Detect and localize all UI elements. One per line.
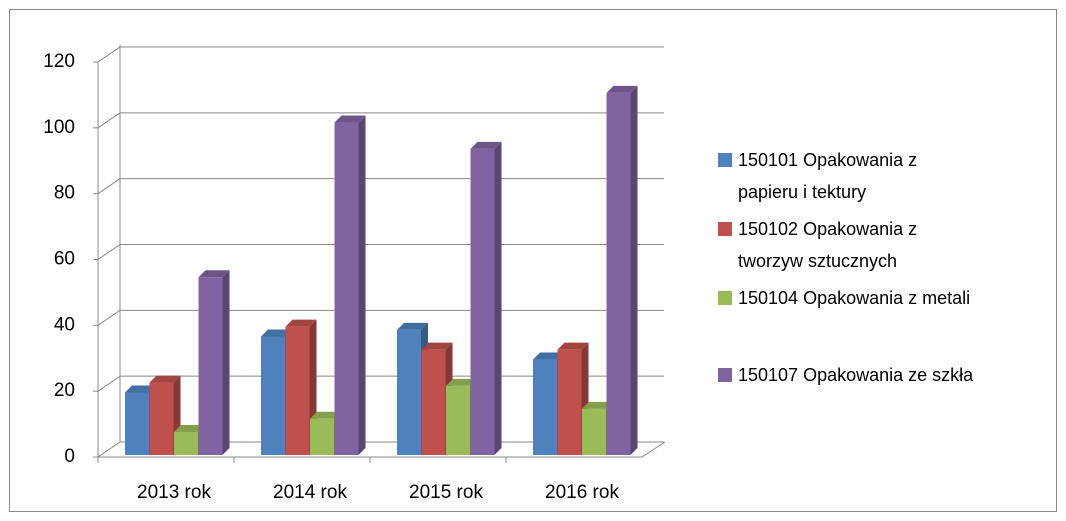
- bar: [285, 319, 317, 455]
- bar: [149, 375, 181, 455]
- bar-top: [533, 352, 564, 360]
- legend-swatch: [718, 153, 732, 167]
- legend-entry: 150107 Opakowania ze szkła: [718, 359, 977, 391]
- x-tick-label: 2014 rok: [273, 482, 347, 503]
- legend-entry: 150104 Opakowania z metali: [718, 282, 977, 314]
- bar-front: [582, 408, 606, 455]
- bar-front: [174, 431, 198, 455]
- bar-front: [198, 277, 223, 455]
- grid-line: [97, 112, 664, 129]
- bar-side: [358, 115, 366, 456]
- bar-top: [582, 401, 613, 409]
- legend-label: 150101 Opakowania z papieru i tektury: [738, 150, 918, 202]
- legend-entry: 150101 Opakowania z papieru i tektury: [718, 144, 977, 208]
- bar: [606, 85, 638, 456]
- bar-top: [149, 375, 181, 383]
- bar-top: [198, 270, 230, 278]
- y-tick-label: 60: [54, 249, 75, 270]
- bar-top: [470, 141, 502, 149]
- bar-top: [125, 385, 156, 393]
- bar-front: [149, 382, 174, 455]
- y-tick-label: 20: [54, 380, 75, 401]
- bar: [334, 115, 366, 456]
- y-tick-label: 40: [54, 314, 75, 335]
- bar-top: [421, 342, 453, 350]
- bar-top: [606, 85, 638, 93]
- bar-front: [606, 92, 631, 456]
- legend-swatch: [718, 291, 732, 305]
- bar-front: [125, 392, 149, 455]
- x-tick-label: 2013 rok: [137, 482, 211, 503]
- y-tick-label: 80: [54, 183, 75, 204]
- legend-label: 150107 Opakowania ze szkła: [738, 365, 974, 385]
- bar-top: [334, 115, 366, 123]
- bar-front: [310, 418, 334, 455]
- bar: [470, 141, 502, 455]
- bar: [198, 270, 230, 455]
- bar-front: [446, 385, 470, 455]
- bar-top: [557, 342, 589, 350]
- y-tick-label: 0: [64, 446, 75, 467]
- bar-top: [446, 378, 477, 386]
- y-tick-label: 100: [43, 117, 75, 138]
- bar-side: [630, 85, 638, 456]
- bar-front: [470, 148, 495, 455]
- legend-label: 150104 Opakowania z metali: [738, 288, 971, 308]
- bar-front: [261, 336, 285, 455]
- y-tick-label: 120: [43, 51, 75, 72]
- legend-label: 150102 Opakowania z tworzyw sztucznych: [738, 219, 918, 271]
- bar-front: [421, 349, 446, 455]
- x-tick-label: 2016 rok: [545, 482, 619, 503]
- legend-swatch: [718, 368, 732, 382]
- legend-swatch: [718, 222, 732, 236]
- bar-top: [174, 424, 205, 432]
- bar-side: [222, 270, 230, 455]
- x-tick-label: 2015 rok: [409, 482, 483, 503]
- bar-top: [285, 319, 317, 327]
- bar-front: [397, 329, 421, 455]
- bar-top: [261, 329, 292, 337]
- bar-front: [285, 326, 310, 455]
- floor: [98, 441, 666, 458]
- bar-front: [334, 122, 359, 456]
- grid-line: [97, 46, 664, 63]
- bar-side: [494, 141, 502, 455]
- bar-front: [533, 359, 557, 455]
- bar-top: [310, 411, 341, 419]
- legend-entry: 150102 Opakowania z tworzyw sztucznych: [718, 213, 977, 277]
- bar-front: [557, 349, 582, 455]
- bar-top: [397, 322, 428, 330]
